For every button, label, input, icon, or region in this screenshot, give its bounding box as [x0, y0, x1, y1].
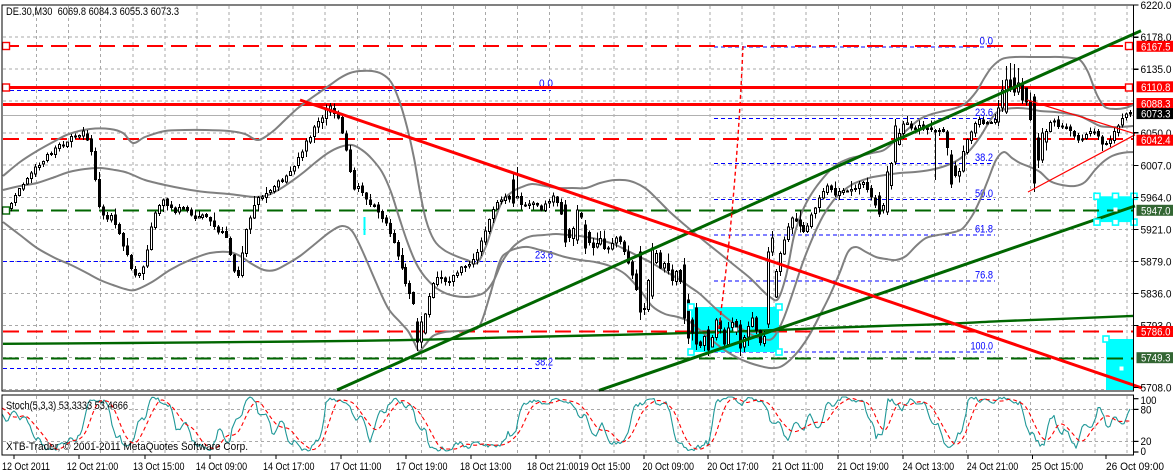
- svg-text:6042.4: 6042.4: [1141, 135, 1171, 147]
- svg-text:5708.0: 5708.0: [1141, 382, 1172, 394]
- svg-text:38.2: 38.2: [975, 152, 993, 164]
- svg-text:50.0: 50.0: [975, 188, 993, 200]
- svg-text:5749.3: 5749.3: [1141, 353, 1171, 365]
- svg-text:6110.8: 6110.8: [1141, 82, 1171, 94]
- svg-text:12 Oct 2011: 12 Oct 2011: [2, 461, 50, 473]
- svg-text:6088.3: 6088.3: [1141, 99, 1171, 111]
- svg-text:5921.0: 5921.0: [1141, 225, 1172, 237]
- svg-text:6167.5: 6167.5: [1141, 41, 1171, 53]
- svg-text:24 Oct 21:00: 24 Oct 21:00: [967, 461, 1019, 473]
- svg-text:5836.0: 5836.0: [1141, 289, 1172, 301]
- svg-text:6073.3: 6073.3: [1141, 109, 1171, 121]
- svg-text:5947.0: 5947.0: [1141, 205, 1171, 217]
- svg-text:20 Oct 17:00: 20 Oct 17:00: [707, 461, 759, 473]
- svg-text:18 Oct 13:00: 18 Oct 13:00: [460, 461, 512, 473]
- svg-text:17 Oct 19:00: 17 Oct 19:00: [396, 461, 448, 473]
- svg-text:23.6: 23.6: [975, 107, 993, 119]
- svg-text:6220.0: 6220.0: [1141, 0, 1172, 12]
- svg-text:XTB-Trader, © 2001-2011 MetaQu: XTB-Trader, © 2001-2011 MetaQuotes Softw…: [6, 441, 248, 453]
- svg-text:5879.0: 5879.0: [1141, 257, 1172, 269]
- svg-text:100: 100: [1141, 395, 1157, 407]
- svg-text:18 Oct 21:00: 18 Oct 21:00: [527, 461, 579, 473]
- svg-text:24 Oct 13:00: 24 Oct 13:00: [903, 461, 955, 473]
- svg-text:17 Oct 11:00: 17 Oct 11:00: [330, 461, 382, 473]
- svg-text:5786.0: 5786.0: [1141, 327, 1171, 339]
- svg-text:25 Oct 15:00: 25 Oct 15:00: [1032, 461, 1084, 473]
- svg-text:21 Oct 19:00: 21 Oct 19:00: [837, 461, 889, 473]
- svg-text:14 Oct 09:00: 14 Oct 09:00: [196, 461, 248, 473]
- svg-text:5964.0: 5964.0: [1141, 192, 1172, 204]
- svg-text:76.8: 76.8: [975, 269, 993, 281]
- svg-text:100.0: 100.0: [971, 341, 994, 353]
- svg-text:Stoch(5,3,3) 53.3333 53.4666: Stoch(5,3,3) 53.3333 53.4666: [6, 400, 128, 412]
- svg-text:12 Oct 21:00: 12 Oct 21:00: [67, 461, 119, 473]
- svg-text:6135.0: 6135.0: [1141, 64, 1172, 76]
- svg-text:20 Oct 09:00: 20 Oct 09:00: [643, 461, 695, 473]
- svg-text:0.0: 0.0: [980, 35, 994, 47]
- svg-text:80: 80: [1141, 405, 1152, 417]
- svg-text:14 Oct 17:00: 14 Oct 17:00: [263, 461, 315, 473]
- svg-text:DE.30,M30 6069.8 6084.3 6055.: DE.30,M30 6069.8 6084.3 6055.3 6073.3: [6, 6, 179, 18]
- svg-text:13 Oct 15:00: 13 Oct 15:00: [133, 461, 185, 473]
- svg-text:21 Oct 11:00: 21 Oct 11:00: [772, 461, 824, 473]
- svg-text:26 Oct 09:00: 26 Oct 09:00: [1106, 461, 1164, 473]
- svg-text:61.8: 61.8: [975, 224, 993, 236]
- svg-text:20: 20: [1141, 436, 1152, 448]
- svg-text:0: 0: [1141, 446, 1147, 458]
- svg-text:6007.0: 6007.0: [1141, 160, 1172, 172]
- svg-text:19 Oct 15:00: 19 Oct 15:00: [579, 461, 631, 473]
